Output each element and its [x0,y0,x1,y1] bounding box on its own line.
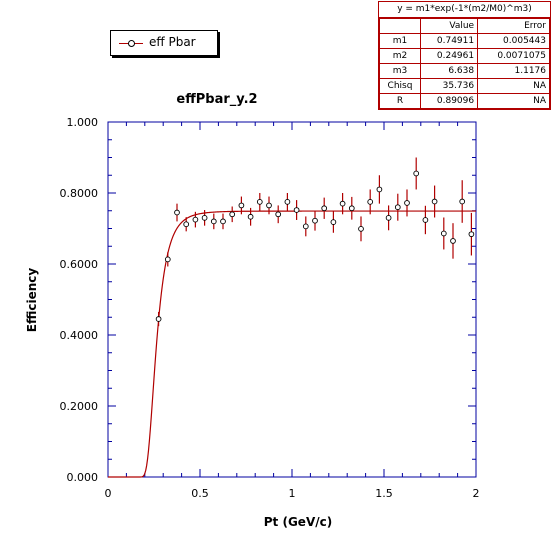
data-point [266,202,272,209]
data-point [164,256,171,263]
data-point [183,221,190,228]
fit-param-name: Chisq [379,78,421,94]
y-tick-label: 0.000 [67,471,99,484]
legend-marker-icon [128,40,135,47]
fit-formula: y = m1*exp(-1*(m2/M0)^m3) [379,2,550,18]
legend: eff Pbar [110,30,218,56]
fit-header-error: Error [477,18,550,34]
data-point [238,202,245,209]
data-point [293,207,300,213]
data-point [210,218,217,225]
data-point [312,217,318,224]
data-point [367,199,374,205]
data-point [468,231,475,238]
data-point [413,170,420,177]
fit-row: m2 0.24961 0.0071075 [379,48,550,64]
data-marks [108,157,476,478]
data-point [431,198,438,205]
fit-param-value: 6.638 [419,63,479,79]
x-tick-label: 0 [105,487,112,500]
fit-param-name: R [379,93,421,109]
chart-title: effPbar_y.2 [176,92,257,107]
y-tick-label: 1.000 [67,116,99,129]
fit-param-error: 1.1176 [477,63,550,79]
data-point [450,238,456,244]
fit-param-error: 0.005443 [477,33,550,49]
fit-param-error: 0.0071075 [477,48,550,64]
data-point [275,211,282,218]
fit-header-row: Value Error [379,18,550,34]
fit-param-name: m2 [379,48,421,64]
fit-row: Chisq 35.736 NA [379,78,550,94]
data-point [247,213,254,220]
y-axis-label: Efficiency [25,268,39,333]
data-point [174,209,180,216]
fit-row: R 0.89096 NA [379,93,550,109]
data-point [385,215,392,221]
data-point [440,230,447,237]
x-tick-label: 1.5 [375,487,393,500]
fit-row: m3 6.638 1.1176 [379,63,550,79]
fit-param-value: 35.736 [419,78,479,94]
y-tick-label: 0.4000 [60,329,99,342]
fit-param-value: 0.74911 [419,33,479,49]
fit-param-value: 0.24961 [419,48,479,64]
fit-param-error: NA [477,93,550,109]
data-point [404,200,410,206]
x-tick-label: 1 [289,487,296,500]
data-point [394,204,401,211]
x-tick-label: 2 [473,487,480,500]
data-point [376,186,383,193]
data-point [459,198,466,205]
data-point [330,219,337,225]
fit-param-name: m1 [379,33,421,49]
x-tick-label: 0.5 [191,487,209,500]
data-point [422,217,429,223]
y-tick-label: 0.8000 [60,187,99,200]
y-tick-label: 0.6000 [60,258,99,271]
fit-param-name: m3 [379,63,421,79]
data-point [321,205,328,212]
fit-results-table: y = m1*exp(-1*(m2/M0)^m3) Value Error m1… [378,1,551,110]
fit-curve [108,210,476,478]
data-point [220,218,226,225]
data-point [284,199,291,205]
data-point [256,199,263,205]
data-point [201,215,208,221]
data-point [229,211,236,218]
fit-param-error: NA [477,78,550,94]
data-point [348,205,355,212]
x-axis-label: Pt (GeV/c) [264,515,332,529]
axis-ticks: 0 0.5 1 1.5 2 0.000 0.2000 0.4000 0.6000 0.8000 1.… [60,116,480,500]
data-point [339,200,346,207]
fit-param-value: 0.89096 [419,93,479,109]
data-point [302,223,309,230]
data-point [155,316,162,322]
fit-header-value: Value [419,18,479,34]
plot-frame [107,121,477,478]
fit-parameters: Value Error m1 0.74911 0.005443 m2 0.249… [379,18,550,109]
y-tick-label: 0.2000 [60,400,99,413]
legend-label: eff Pbar [149,35,196,49]
data-point [358,226,364,232]
data-point [192,216,199,223]
fit-header-name [379,18,421,34]
fit-row: m1 0.74911 0.005443 [379,33,550,49]
